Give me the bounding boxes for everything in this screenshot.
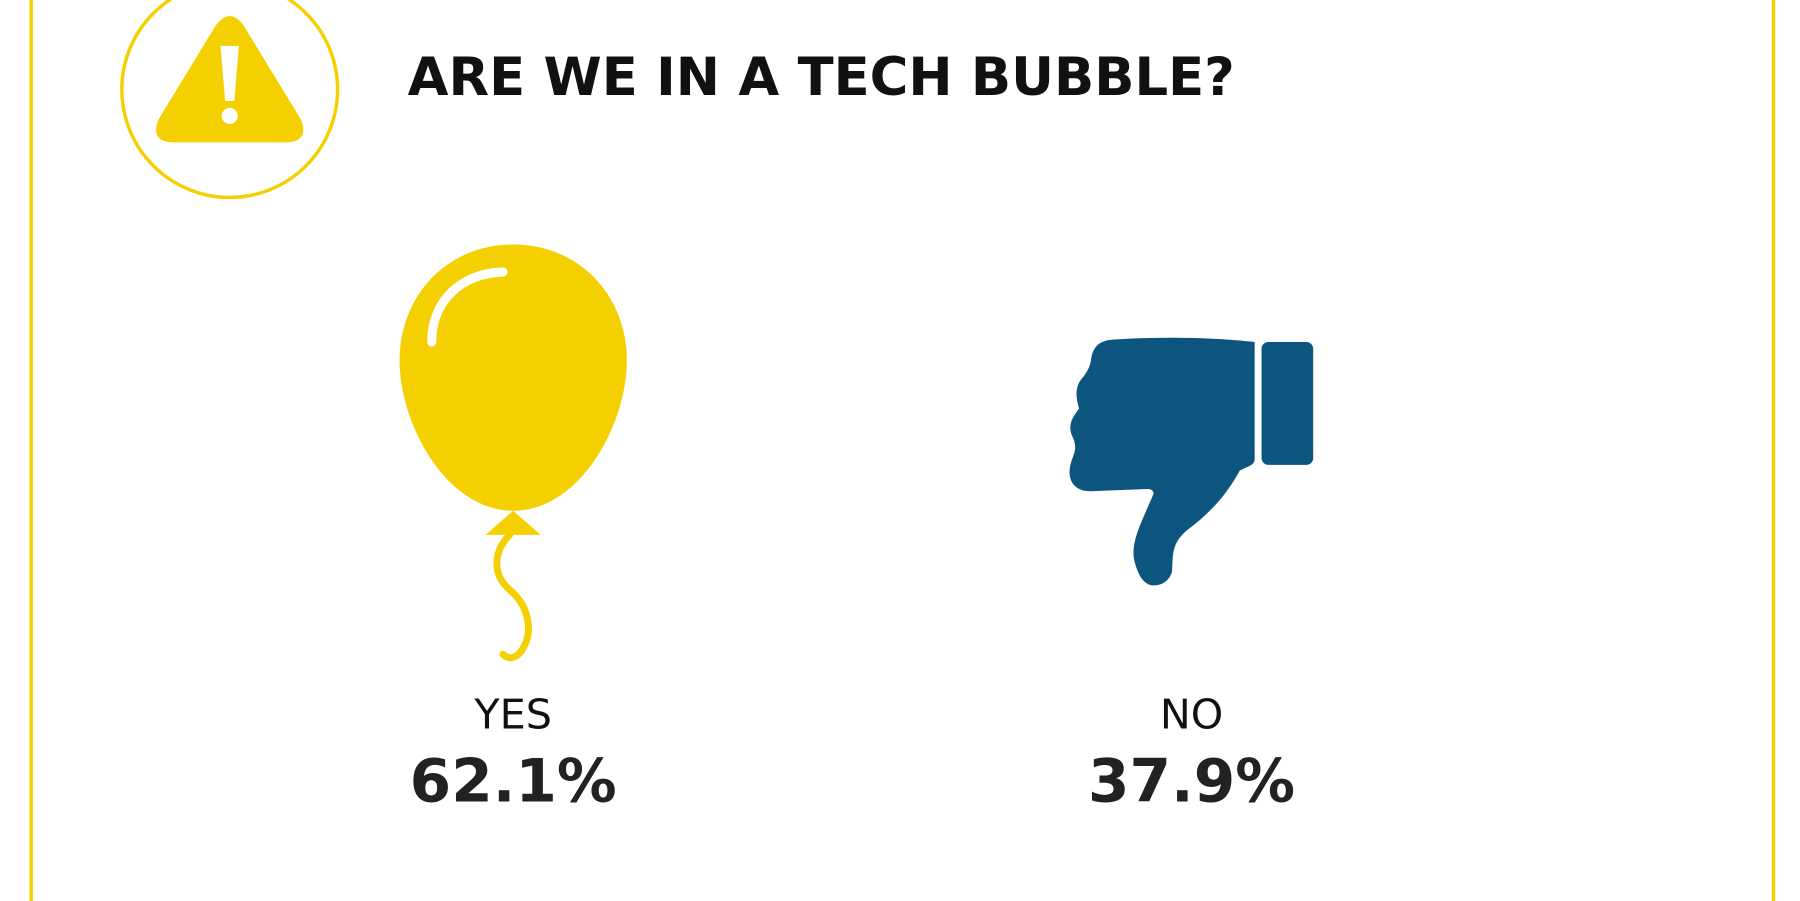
title: ARE WE IN A TECH BUBBLE? xyxy=(408,47,1235,108)
option-value: 37.9% xyxy=(1088,748,1295,817)
balloon-icon xyxy=(399,244,627,662)
option-value: 62.1% xyxy=(410,748,617,817)
option-label: YES xyxy=(473,690,552,738)
option-label: NO xyxy=(1160,690,1223,738)
thumbs-down-icon xyxy=(1069,337,1314,586)
warning-icon xyxy=(120,0,340,200)
